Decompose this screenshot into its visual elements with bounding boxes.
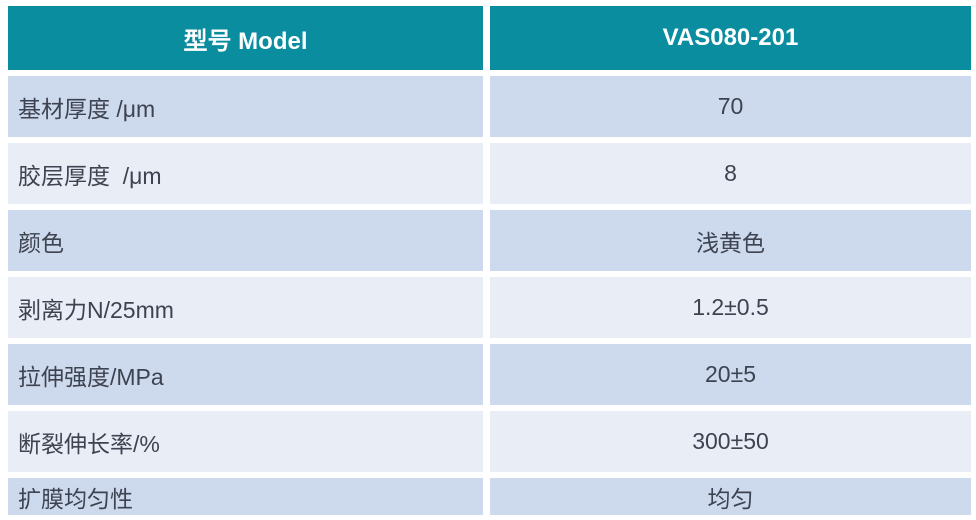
table-row-adhesive-thickness: 胶层厚度 /μm 8 [8,143,971,204]
row-value: 8 [490,143,971,204]
row-value: 300±50 [490,411,971,472]
table-row-peel-force: 剥离力N/25mm 1.2±0.5 [8,277,971,338]
row-label: 扩膜均匀性 [8,478,483,515]
row-value: 20±5 [490,344,971,405]
table-row-tensile-strength: 拉伸强度/MPa 20±5 [8,344,971,405]
product-spec-table: 型号 Model VAS080-201 基材厚度 /μm 70 胶层厚度 /μm… [8,6,971,515]
row-label: 胶层厚度 /μm [8,143,483,204]
table-row-film-uniformity: 扩膜均匀性 均匀 [8,478,971,515]
table-row-elongation: 断裂伸长率/% 300±50 [8,411,971,472]
row-label: 颜色 [8,210,483,271]
row-label: 基材厚度 /μm [8,76,483,137]
row-label: 断裂伸长率/% [8,411,483,472]
row-value: 1.2±0.5 [490,277,971,338]
row-label: 剥离力N/25mm [8,277,483,338]
table-row-color: 颜色 浅黄色 [8,210,971,271]
row-label: 拉伸强度/MPa [8,344,483,405]
row-value: 70 [490,76,971,137]
row-value: 浅黄色 [490,210,971,271]
table-header-row: 型号 Model VAS080-201 [8,6,971,70]
header-model-value: VAS080-201 [490,6,971,70]
row-value: 均匀 [490,478,971,515]
header-model-label: 型号 Model [8,6,483,70]
table-row-substrate-thickness: 基材厚度 /μm 70 [8,76,971,137]
